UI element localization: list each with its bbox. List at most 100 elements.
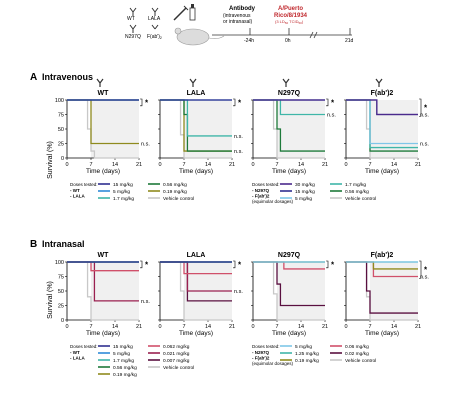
- significance-star: *: [145, 98, 149, 107]
- y-tick-label: 100: [55, 260, 64, 266]
- legend-group: - LALA: [70, 356, 85, 361]
- panel-title: WT: [98, 90, 110, 97]
- section-a-title: Intravenous: [42, 72, 93, 82]
- legend-iv-left: Doses tested:- WT- LALA 15 mg/kg 0.56 mg/k…: [70, 182, 194, 202]
- legend-label: 0.19 mg/kg: [295, 358, 319, 364]
- antibody-wt-icon: [129, 7, 137, 16]
- timeline-fab-label: F(ab')2: [147, 34, 162, 40]
- survival-panel-iv-0: WT 0 25 50 75 100 0 7 14 21 Time (days) * n.s.: [55, 78, 150, 175]
- antibody-n297q-icon: [129, 24, 137, 33]
- panel-shade: [277, 100, 325, 158]
- significance-bracket: [140, 98, 143, 107]
- timeline-n297q-label: N297Q: [125, 34, 141, 40]
- panel-shade: [370, 100, 418, 158]
- legend-label: 15 mg/kg: [295, 189, 315, 195]
- y-tick-label: 75: [58, 275, 64, 281]
- y-tick-label: 75: [58, 113, 64, 119]
- significance-bracket: [233, 260, 236, 269]
- x-axis-label: Time (days): [179, 168, 213, 175]
- x-tick-label: 7: [275, 324, 278, 330]
- ns-label: n.s.: [141, 299, 150, 305]
- legend-title: Doses tested:: [70, 182, 98, 187]
- syringe-icon: [173, 5, 189, 21]
- x-tick-label: 0: [344, 324, 347, 330]
- legend-label: Vehicle control: [345, 196, 376, 202]
- x-axis-label: Time (days): [86, 168, 120, 175]
- series-line: [346, 99, 418, 116]
- legend-label: 0.02 mg/kg: [345, 351, 369, 357]
- x-tick-label: 14: [205, 162, 211, 168]
- legend-group: - N297Q: [252, 350, 270, 355]
- x-axis-label: Time (days): [272, 330, 306, 337]
- panel-shade: [91, 100, 139, 158]
- legend-label: 0.19 mg/kg: [113, 372, 137, 378]
- ns-label: n.s.: [327, 113, 336, 119]
- x-tick-label: 7: [89, 162, 92, 168]
- x-tick-label: 21: [415, 162, 421, 168]
- legend-label: Vehicle control: [163, 365, 194, 371]
- x-axis-label: Time (days): [365, 330, 399, 337]
- x-tick-label: 21: [136, 162, 142, 168]
- legend-label: 0.19 mg/kg: [163, 189, 187, 195]
- x-axis-label: Time (days): [179, 330, 213, 337]
- significance-bracket: [419, 260, 422, 279]
- significance-bracket: [326, 98, 329, 107]
- x-tick-label: 21: [229, 162, 235, 168]
- survival-panel-iv-2: N297Q 0 7 14 21 Time (days) * n.s.: [251, 78, 336, 175]
- legend-label: 5 mg/kg: [113, 189, 130, 195]
- section-a-letter: A: [30, 72, 37, 83]
- x-tick-label: 0: [65, 162, 68, 168]
- legend-group: (equimolar dosages): [252, 199, 294, 204]
- antibody-icon: [189, 78, 197, 87]
- x-tick-label: 7: [89, 324, 92, 330]
- x-tick-label: 14: [298, 324, 304, 330]
- virus-line3: (3 LD50 TCID50): [275, 19, 304, 25]
- panel-shade: [91, 262, 139, 320]
- y-tick-label: 0: [61, 156, 64, 162]
- x-tick-label: 14: [112, 162, 118, 168]
- x-tick-label: 21: [136, 324, 142, 330]
- antibody-icon: [282, 78, 290, 87]
- x-tick-label: 0: [158, 324, 161, 330]
- antibody-route: (intravenous: [223, 13, 251, 19]
- legend-label: 5 mg/kg: [295, 344, 312, 350]
- antibody-route2: or intranasal): [223, 19, 253, 25]
- legend-in-right: Doses tested:- N297Q- F(ab')2(equimolar …: [252, 344, 376, 366]
- nasal-drop-icon: [189, 4, 196, 21]
- x-tick-label: 14: [391, 324, 397, 330]
- timeline-lala-label: LALA: [148, 16, 161, 22]
- significance-star: *: [424, 266, 428, 275]
- legend-label: 1.25 mg/kg: [295, 351, 319, 357]
- significance-star: *: [238, 98, 242, 107]
- mouse-icon: [174, 27, 225, 46]
- panel-title: N297Q: [278, 90, 301, 97]
- significance-star: *: [238, 260, 242, 269]
- legend-group: (equimolar dosages): [252, 361, 294, 366]
- y-tick-label: 25: [58, 142, 64, 148]
- significance-bracket: [419, 98, 422, 117]
- legend-group: - WT: [70, 350, 80, 355]
- antibody-fab-icon: [151, 24, 159, 30]
- ns-label: n.s.: [234, 134, 243, 140]
- legend-label: 30 mg/kg: [295, 182, 315, 188]
- legend-label: 15 mg/kg: [113, 344, 133, 350]
- x-axis-label: Time (days): [365, 168, 399, 175]
- significance-bracket: [326, 260, 329, 269]
- ns-label: n.s.: [420, 113, 429, 119]
- ns-label: n.s.: [141, 142, 150, 148]
- y-tick-label: 0: [61, 318, 64, 324]
- virus-line1: A/Puerto: [278, 6, 303, 12]
- legend-group: - F(ab')2: [252, 356, 270, 361]
- legend-title: Doses tested:: [252, 344, 280, 349]
- legend-group: - LALA: [70, 194, 85, 199]
- timeline-break-icon: [309, 31, 318, 39]
- legend-label: 1.7 mg/kg: [345, 182, 366, 188]
- x-tick-label: 0: [251, 324, 254, 330]
- x-tick-label: 7: [275, 162, 278, 168]
- survival-panel-in-2: N297Q 0 7 14 21 Time (days) *: [251, 252, 335, 337]
- timeline-header: WT LALA N297Q F(ab')2 Antibody (intrav: [125, 4, 354, 46]
- panel-shade: [184, 100, 232, 158]
- legend-label: 5 mg/kg: [113, 351, 130, 357]
